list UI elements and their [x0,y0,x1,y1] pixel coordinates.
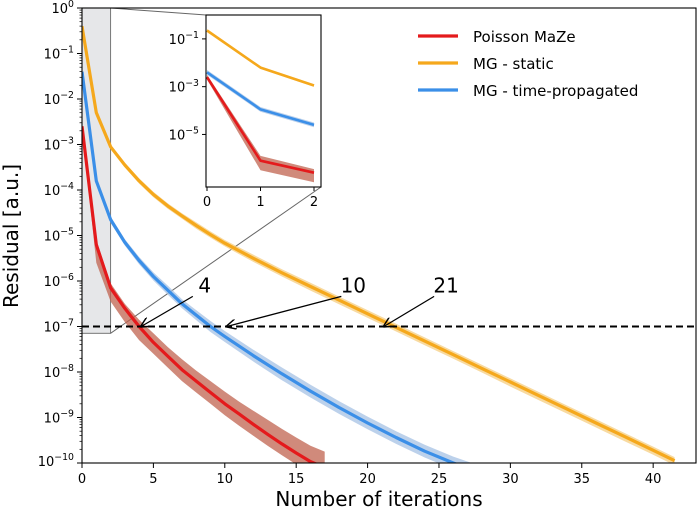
x-axis-label: Number of iterations [275,487,482,511]
band-poisson-maze [82,124,325,463]
inset-lines [206,29,315,174]
inset-line-poisson-maze [206,76,315,174]
inset-line-mg-static [206,29,315,87]
x-tick-label: 40 [645,472,662,487]
legend-label-mg-static: MG - static [473,55,554,73]
x-tick-label: 15 [288,472,305,487]
x-tick-label: 0 [78,472,86,487]
inset-y-tick-label: 10−1 [169,30,199,48]
legend: Poisson MaZe MG - static MG - time-propaga… [418,28,638,100]
zoom-connector-top [110,7,207,16]
annotation-arrow-10 [227,295,342,326]
annotation-label-4: 4 [198,273,211,297]
y-tick-label: 10−3 [44,136,74,154]
inset-y-tick-label: 10−3 [169,78,199,96]
legend-label-poisson-maze: Poisson MaZe [473,28,576,46]
inset-x-tick-label: 2 [310,195,318,210]
inset-x-tick-label: 1 [256,195,264,210]
y-tick-label: 10−8 [44,363,74,381]
x-tick-label: 20 [359,472,376,487]
inset-line-mg-time-propagated [206,71,315,127]
y-tick-label: 10−4 [44,181,74,199]
annotation-label-10: 10 [341,273,366,297]
axis-ticks: 0 5 10 15 20 25 30 35 4010010−110−210−310−410−51… [38,0,662,487]
y-tick-label: 10−6 [44,272,74,290]
line-mg-static [82,25,676,463]
y-tick-label: 10−5 [44,227,74,245]
y-axis-label: Residual [a.u.] [0,164,23,308]
line-mg-time-propagated [82,71,458,463]
x-tick-label: 25 [431,472,448,487]
inset-plot: 0 1 2 10−1 10−3 10−5 [169,14,322,210]
inset-ticks: 0 1 2 10−1 10−3 10−5 [169,30,318,210]
y-tick-label: 10−7 [44,318,74,336]
y-tick-label: 10−2 [44,90,74,108]
x-tick-label: 5 [149,472,157,487]
series-lines [82,25,676,463]
x-tick-label: 10 [217,472,234,487]
y-tick-label: 10−10 [38,452,74,470]
inset-x-tick-label: 0 [203,195,211,210]
annotations: 4 10 21 [141,273,459,326]
annotation-arrow-21 [384,295,435,326]
y-tick-label: 10−9 [44,409,74,427]
x-tick-label: 30 [502,472,519,487]
y-tick-label: 100 [52,0,75,17]
x-tick-label: 35 [573,472,590,487]
annotation-label-21: 21 [433,273,458,297]
line-poisson-maze [82,126,318,463]
annotation-arrow-4 [141,295,194,326]
y-tick-label: 10−1 [44,45,74,63]
inset-frame [205,14,322,188]
zoom-connector-bottom [110,186,322,334]
inset-y-tick-label: 10−5 [169,126,199,144]
plot-frame [81,7,697,464]
legend-label-mg-time-propagated: MG - time-propagated [473,82,638,100]
uncertainty-bands [82,23,675,463]
